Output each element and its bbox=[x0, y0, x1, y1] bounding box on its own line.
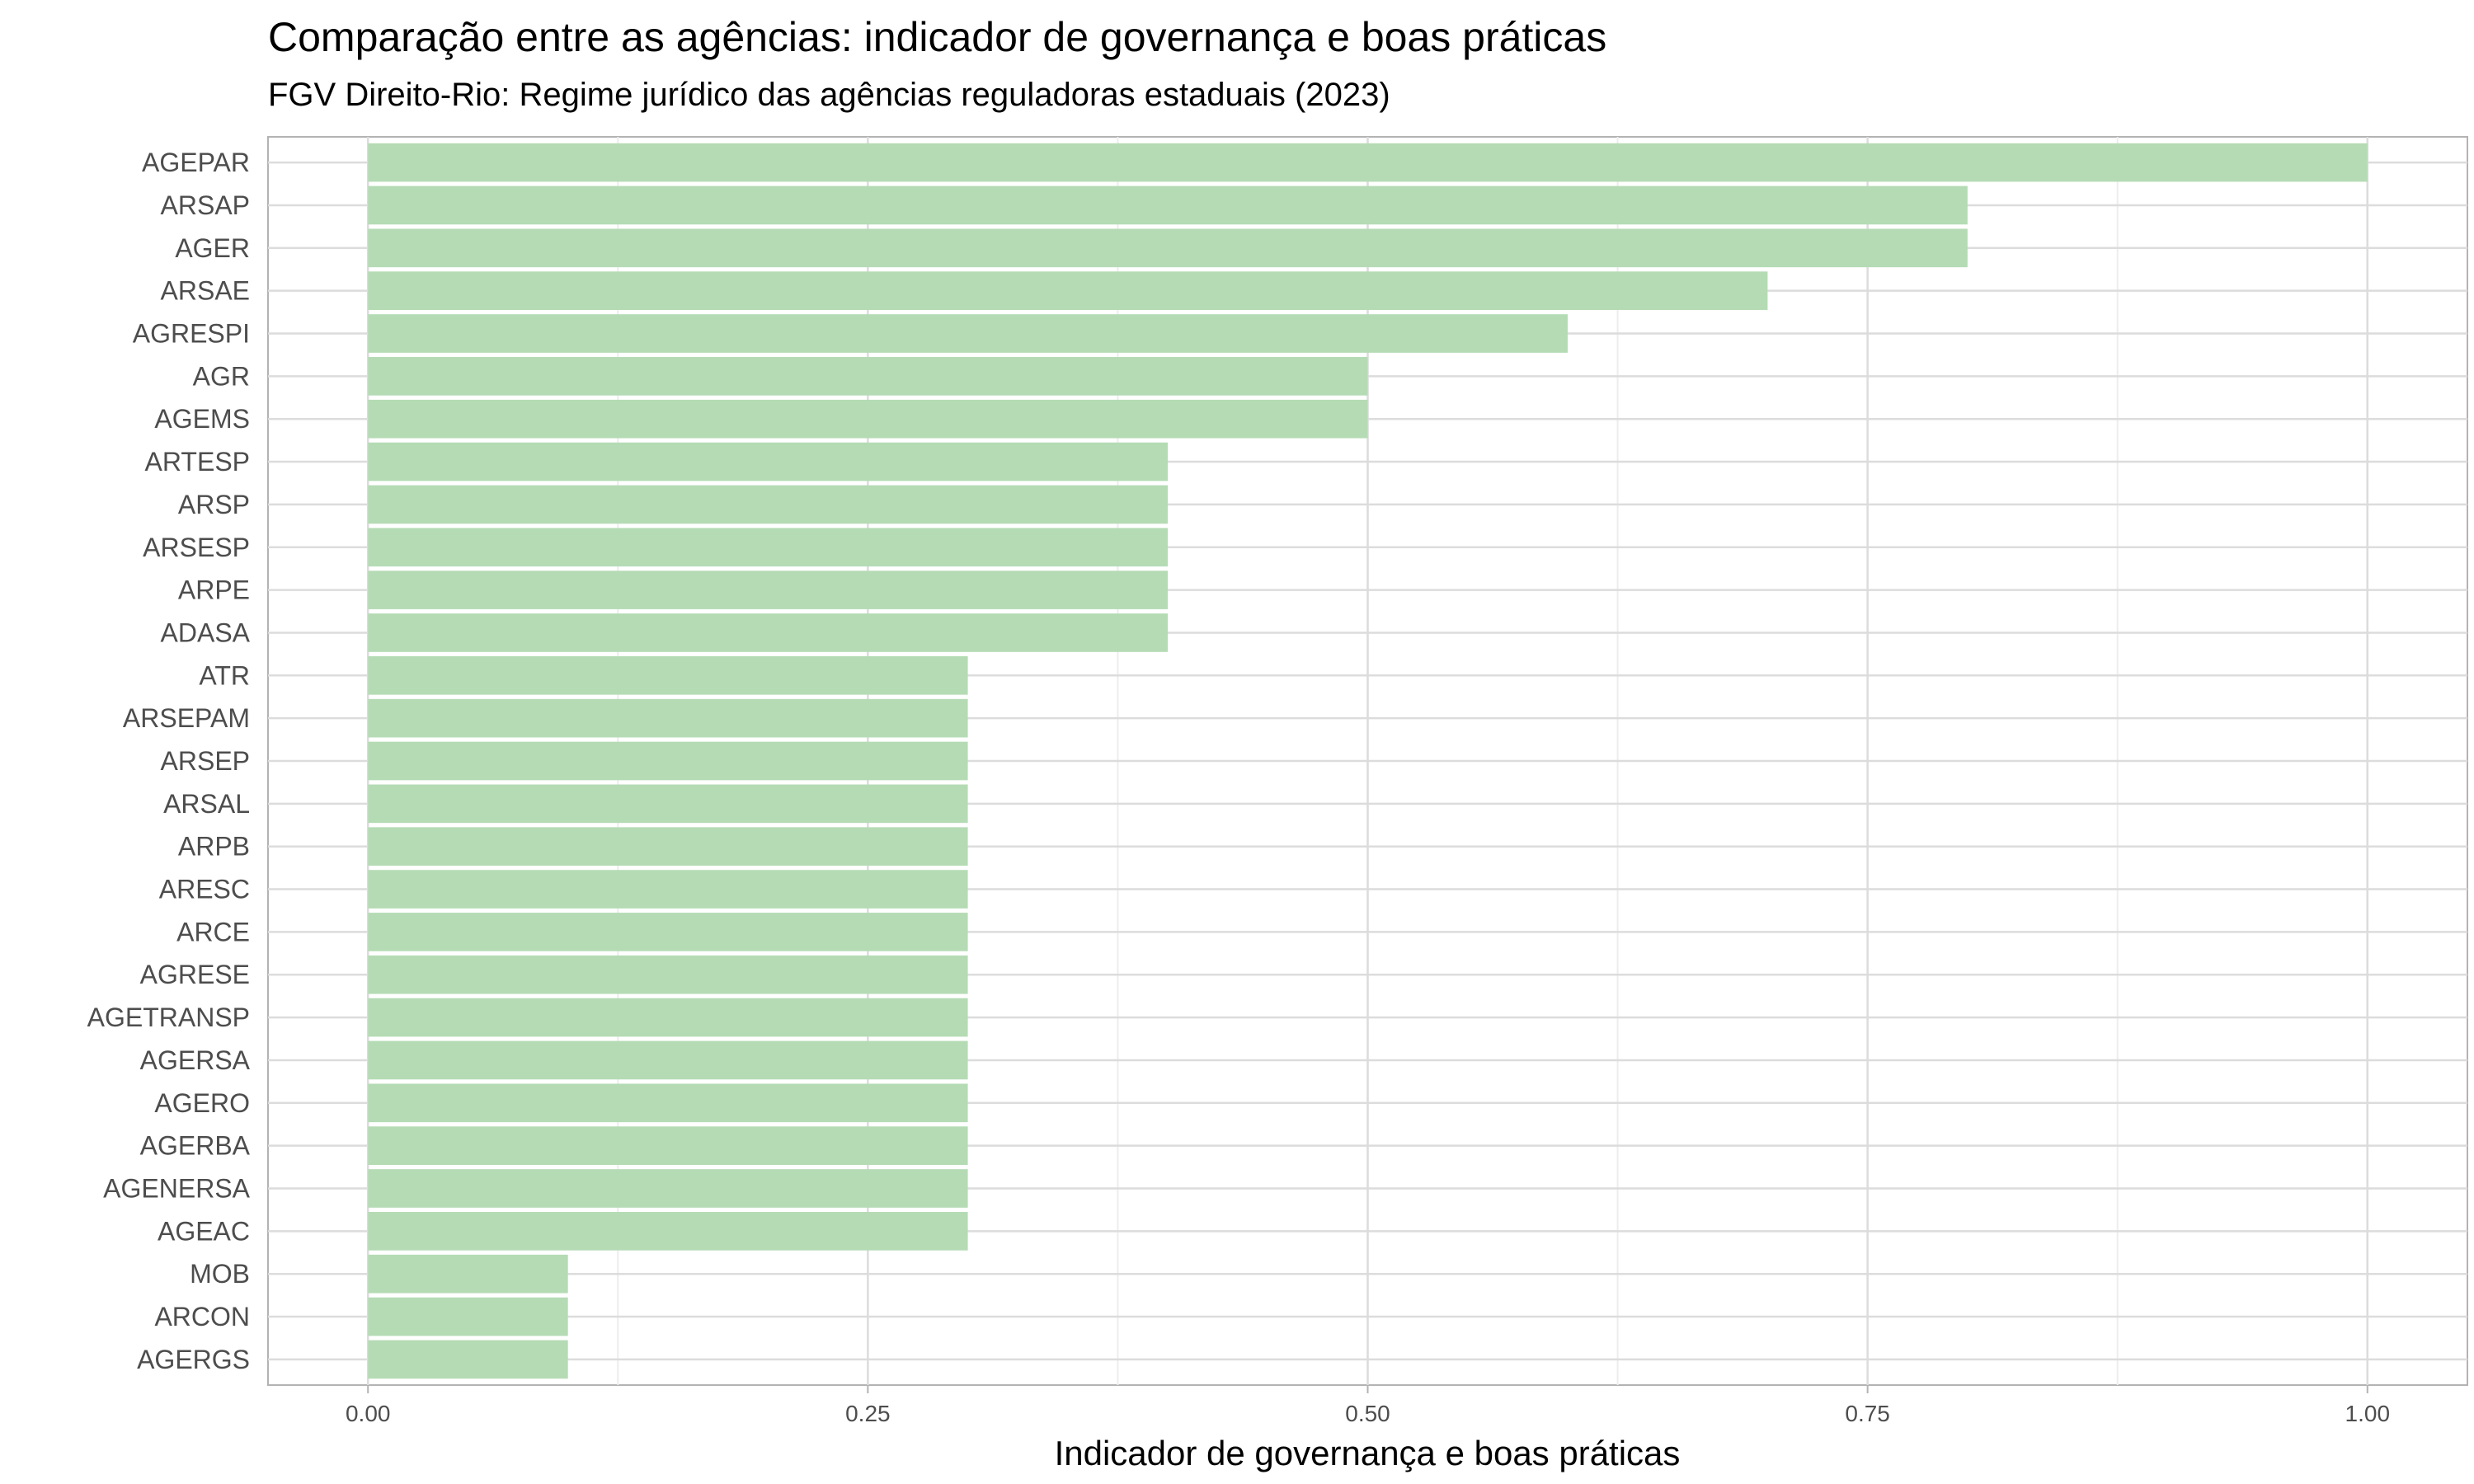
y-tick-label: AGERGS bbox=[137, 1345, 250, 1374]
bar-agrese bbox=[368, 955, 968, 994]
bar-arpe bbox=[368, 571, 1169, 609]
y-tick-label: ARPB bbox=[178, 832, 250, 862]
y-tick-label: ARSAP bbox=[161, 190, 250, 220]
y-tick-label: AGR bbox=[193, 361, 250, 391]
bar-agenersa bbox=[368, 1169, 968, 1208]
x-tick-label: 0.00 bbox=[346, 1401, 391, 1426]
bar-agersa bbox=[368, 1040, 968, 1080]
y-tick-label: ARSAE bbox=[161, 276, 250, 306]
y-tick-label: ARTESP bbox=[145, 447, 250, 477]
x-axis-title: Indicador de governança e boas práticas bbox=[1055, 1434, 1681, 1472]
y-tick-label: ARCON bbox=[154, 1302, 250, 1331]
bar-artesp bbox=[368, 442, 1169, 481]
y-tick-label: AGETRANSP bbox=[87, 1003, 250, 1032]
bar-arsepam bbox=[368, 698, 968, 738]
bar-arsep bbox=[368, 741, 968, 781]
bar-arsae bbox=[368, 271, 1768, 310]
x-tick-labels: 0.00 0.25 0.50 0.75 1.00 bbox=[346, 1385, 2390, 1426]
y-tick-label: AGERBA bbox=[140, 1131, 251, 1161]
y-tick-label: ARSEPAM bbox=[123, 703, 250, 733]
y-tick-label: AGERSA bbox=[140, 1045, 251, 1075]
y-tick-label: ARSESP bbox=[143, 533, 250, 562]
x-tick-label: 0.75 bbox=[1845, 1401, 1890, 1426]
bar-arsp bbox=[368, 485, 1169, 524]
y-tick-label: ATR bbox=[199, 660, 250, 690]
bar-arpb bbox=[368, 827, 968, 866]
y-tick-label: ARCE bbox=[176, 917, 250, 946]
bar-arsap bbox=[368, 186, 1968, 225]
y-tick-label: ARSEP bbox=[161, 746, 250, 776]
bar-arce bbox=[368, 913, 968, 951]
bar-agrespi bbox=[368, 314, 1568, 353]
x-tick-label: 0.25 bbox=[845, 1401, 891, 1426]
bar-ager bbox=[368, 228, 1968, 268]
y-tick-label: AGERO bbox=[154, 1088, 250, 1118]
bars bbox=[368, 143, 2368, 1379]
y-tick-label: ARSP bbox=[178, 490, 250, 519]
y-tick-label: ARSAL bbox=[163, 789, 250, 819]
y-tick-label: AGER bbox=[175, 233, 250, 263]
y-tick-label: ARPE bbox=[178, 575, 250, 605]
bar-agr bbox=[368, 357, 1368, 396]
bar-agems bbox=[368, 399, 1368, 439]
bar-adasa bbox=[368, 613, 1169, 652]
y-tick-labels: AGEPAR ARSAP AGER ARSAE AGRESPI AGR AGEMS ARTES… bbox=[87, 148, 251, 1374]
bar-agero bbox=[368, 1083, 968, 1123]
y-tick-label: AGRESPI bbox=[133, 319, 250, 349]
bar-agetransp bbox=[368, 998, 968, 1037]
x-tick-label: 1.00 bbox=[2345, 1401, 2391, 1426]
chart-title: Comparação entre as agências: indicador … bbox=[268, 14, 1606, 60]
bar-mob bbox=[368, 1254, 568, 1294]
y-tick-label: ADASA bbox=[161, 618, 251, 647]
y-tick-label: AGENERSA bbox=[103, 1173, 250, 1203]
y-tick-label: ARESC bbox=[159, 875, 250, 904]
bar-agepar bbox=[368, 143, 2368, 182]
y-tick-label: AGEMS bbox=[154, 404, 250, 434]
y-tick-label: AGRESE bbox=[140, 960, 250, 989]
bar-atr bbox=[368, 655, 968, 695]
bar-ageac bbox=[368, 1212, 968, 1251]
bar-aresc bbox=[368, 870, 968, 909]
chart-subtitle: FGV Direito-Rio: Regime jurídico das agê… bbox=[268, 77, 1390, 113]
bar-arcon bbox=[368, 1297, 568, 1336]
y-tick-label: MOB bbox=[190, 1259, 250, 1289]
bar-arsal bbox=[368, 784, 968, 824]
bar-agerba bbox=[368, 1126, 968, 1165]
x-tick-label: 0.50 bbox=[1345, 1401, 1390, 1426]
y-tick-label: AGEPAR bbox=[142, 148, 250, 177]
y-tick-label: AGEAC bbox=[158, 1216, 250, 1246]
bar-agergs bbox=[368, 1340, 568, 1379]
bar-arsesp bbox=[368, 528, 1169, 567]
